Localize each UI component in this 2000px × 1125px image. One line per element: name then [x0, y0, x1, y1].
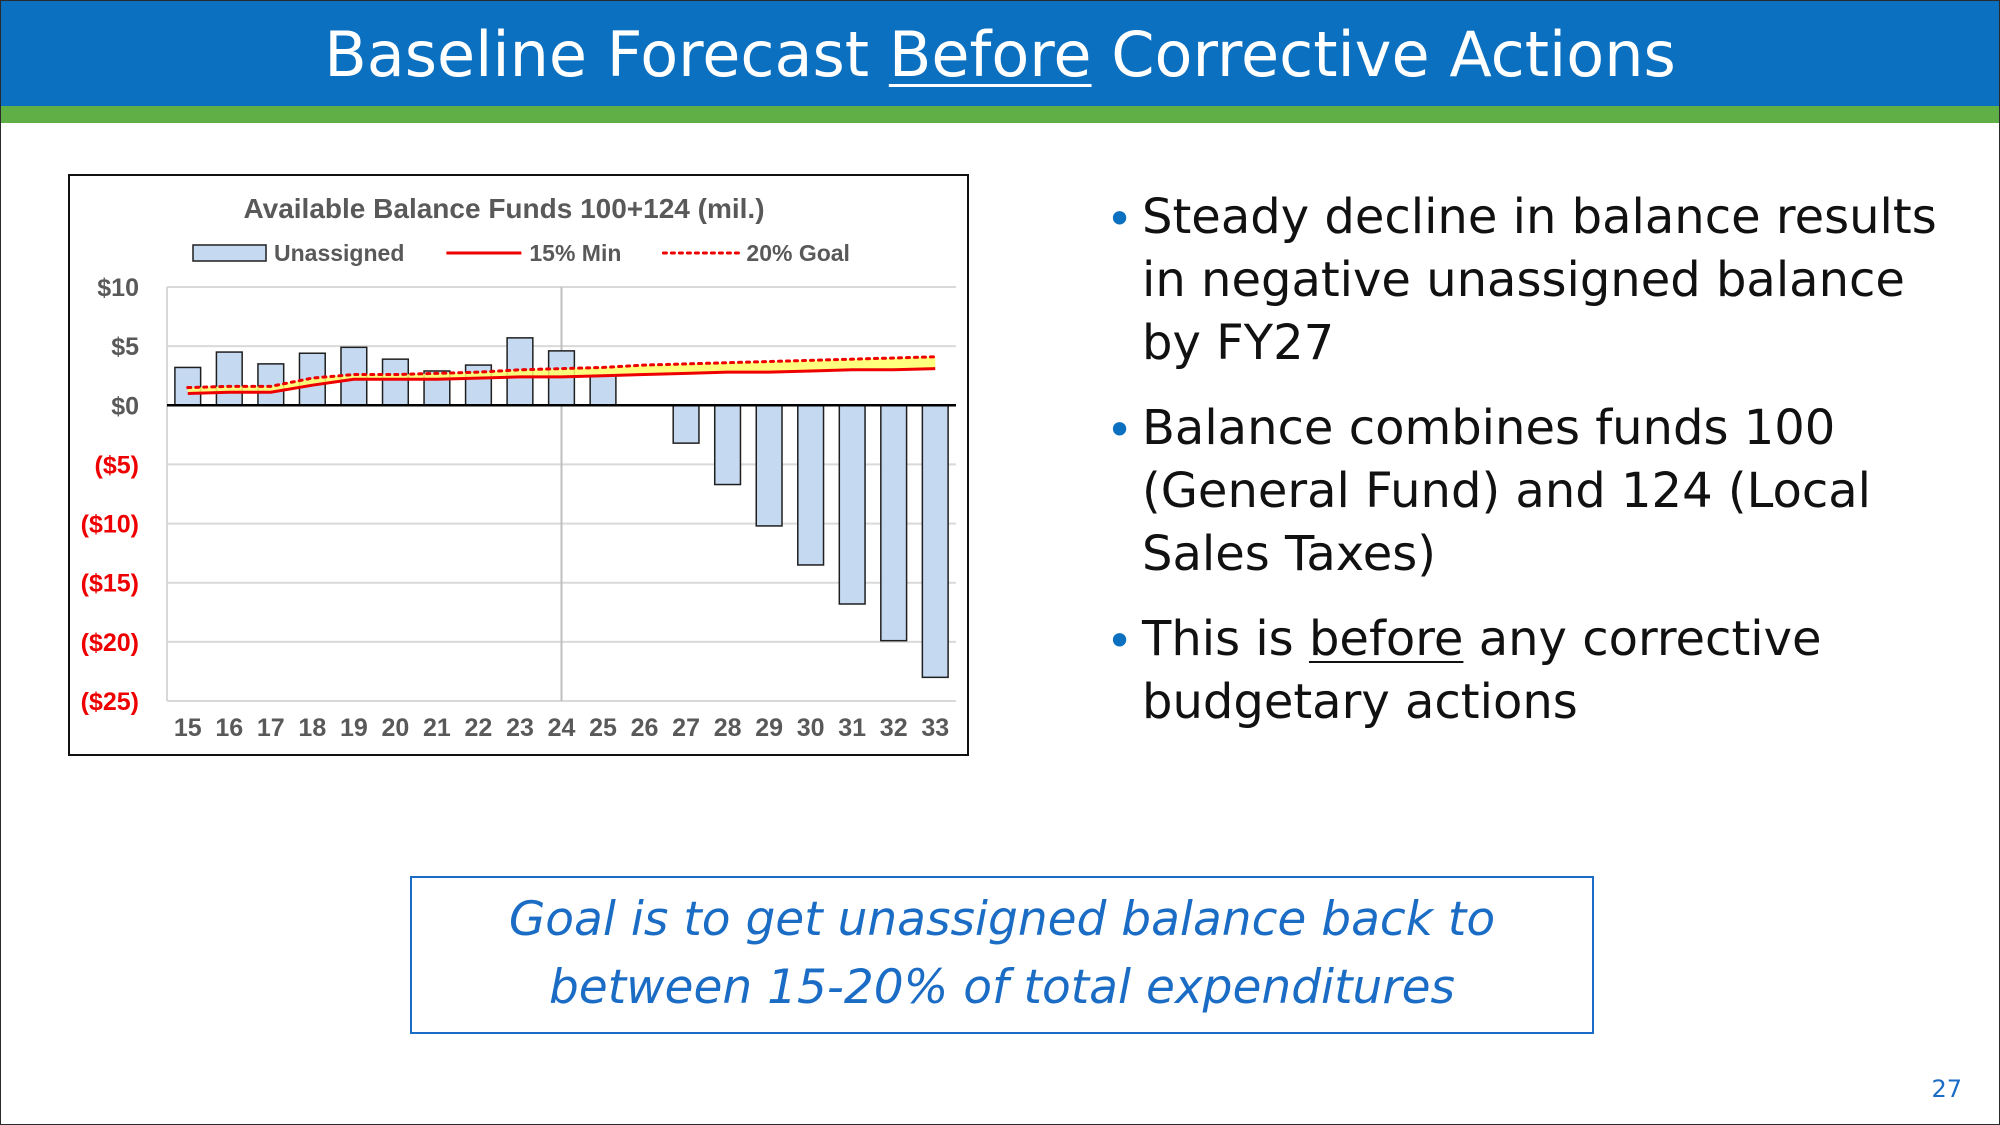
chart-title: Available Balance Funds 100+124 (mil.)	[243, 193, 764, 224]
title-post: Corrective Actions	[1091, 18, 1676, 91]
bar	[672, 404, 700, 444]
chart-legend: Unassigned 15% Min 20% Goal	[192, 240, 850, 266]
bullet-text: Balance combines funds 100 (General Fund…	[1142, 400, 1871, 582]
bar	[381, 358, 410, 407]
x-tick-label: 25	[589, 714, 617, 742]
legend-swatch	[192, 244, 267, 262]
bullet-item-3: • This is before any corrective budgetary…	[1104, 608, 1964, 734]
bar	[215, 351, 243, 407]
bullet-text-underlined: before	[1308, 611, 1464, 667]
title-underlined: Before	[888, 18, 1092, 91]
y-tick-label: $0	[111, 392, 139, 420]
balance-chart: Available Balance Funds 100+124 (mil.) U…	[68, 174, 969, 756]
bullet-list: • Steady decline in balance results in ne…	[1104, 186, 1964, 756]
bullet-text: Steady decline in balance results in neg…	[1142, 189, 1937, 371]
slide-header	[0, 0, 2000, 106]
x-tick-label: 28	[714, 714, 742, 742]
x-tick-label: 30	[797, 714, 825, 742]
page-number: 27	[1931, 1075, 1962, 1103]
y-tick-label: ($5)	[95, 451, 139, 479]
header-accent-bar	[0, 106, 2000, 123]
x-tick-label: 21	[423, 714, 451, 742]
x-tick-label: 31	[838, 714, 866, 742]
x-tick-label: 24	[548, 714, 576, 742]
legend-label: 20% Goal	[746, 240, 850, 266]
bar	[713, 404, 742, 486]
x-tick-label: 22	[465, 714, 493, 742]
y-tick-label: $5	[111, 333, 139, 361]
x-tick-label: 26	[631, 714, 659, 742]
bullet-text-pre: This is	[1142, 611, 1309, 667]
x-tick-label: 18	[298, 714, 326, 742]
bar	[880, 404, 908, 642]
bullet-dot-icon: •	[1106, 192, 1134, 246]
goal-line	[186, 355, 937, 390]
legend-label: 15% Min	[529, 240, 621, 266]
y-tick-label: ($15)	[81, 570, 139, 598]
x-tick-label: 29	[755, 714, 783, 742]
bar	[838, 404, 866, 605]
x-tick-label: 15	[174, 714, 202, 742]
min-goal-band	[187, 356, 936, 394]
slide-title: Baseline Forecast Before Corrective Acti…	[0, 0, 2000, 106]
bar	[797, 404, 825, 566]
chart-tick-labels: $10 $5 $0 ($5) ($10) ($15) ($20) ($25) 15 16 17 18 1…	[81, 274, 950, 742]
goal-callout: Goal is to get unassigned balance back t…	[410, 876, 1594, 1034]
x-tick-label: 17	[257, 714, 285, 742]
bar	[921, 404, 949, 679]
x-tick-label: 19	[340, 714, 368, 742]
balance-chart-svg: Available Balance Funds 100+124 (mil.) U…	[81, 193, 956, 742]
bar	[589, 374, 617, 407]
chart-lines	[186, 355, 937, 395]
chart-bars	[174, 337, 949, 679]
x-tick-label: 23	[506, 714, 534, 742]
bullet-dot-icon: •	[1106, 403, 1134, 457]
legend-label: Unassigned	[274, 240, 404, 266]
x-tick-label: 27	[672, 714, 700, 742]
title-pre: Baseline Forecast	[324, 18, 889, 91]
bullet-item-1: • Steady decline in balance results in ne…	[1104, 186, 1964, 375]
x-tick-label: 33	[921, 714, 949, 742]
x-tick-label: 20	[381, 714, 409, 742]
y-tick-label: $10	[97, 274, 139, 302]
x-tick-label: 32	[880, 714, 908, 742]
bullet-item-2: • Balance combines funds 100 (General Fun…	[1104, 397, 1964, 586]
min-line	[187, 367, 936, 395]
bullet-dot-icon: •	[1106, 614, 1134, 668]
bar	[755, 404, 783, 527]
y-tick-label: ($25)	[81, 688, 139, 716]
x-tick-label: 16	[215, 714, 243, 742]
bullet-text-post: any corrective budgetary actions	[1142, 611, 1822, 730]
goal-line-2: between 15-20% of total expenditures	[548, 960, 1456, 1015]
y-tick-label: ($20)	[81, 629, 139, 657]
goal-line-1: Goal is to get unassigned balance back t…	[508, 892, 1496, 947]
y-tick-label: ($10)	[81, 511, 139, 539]
